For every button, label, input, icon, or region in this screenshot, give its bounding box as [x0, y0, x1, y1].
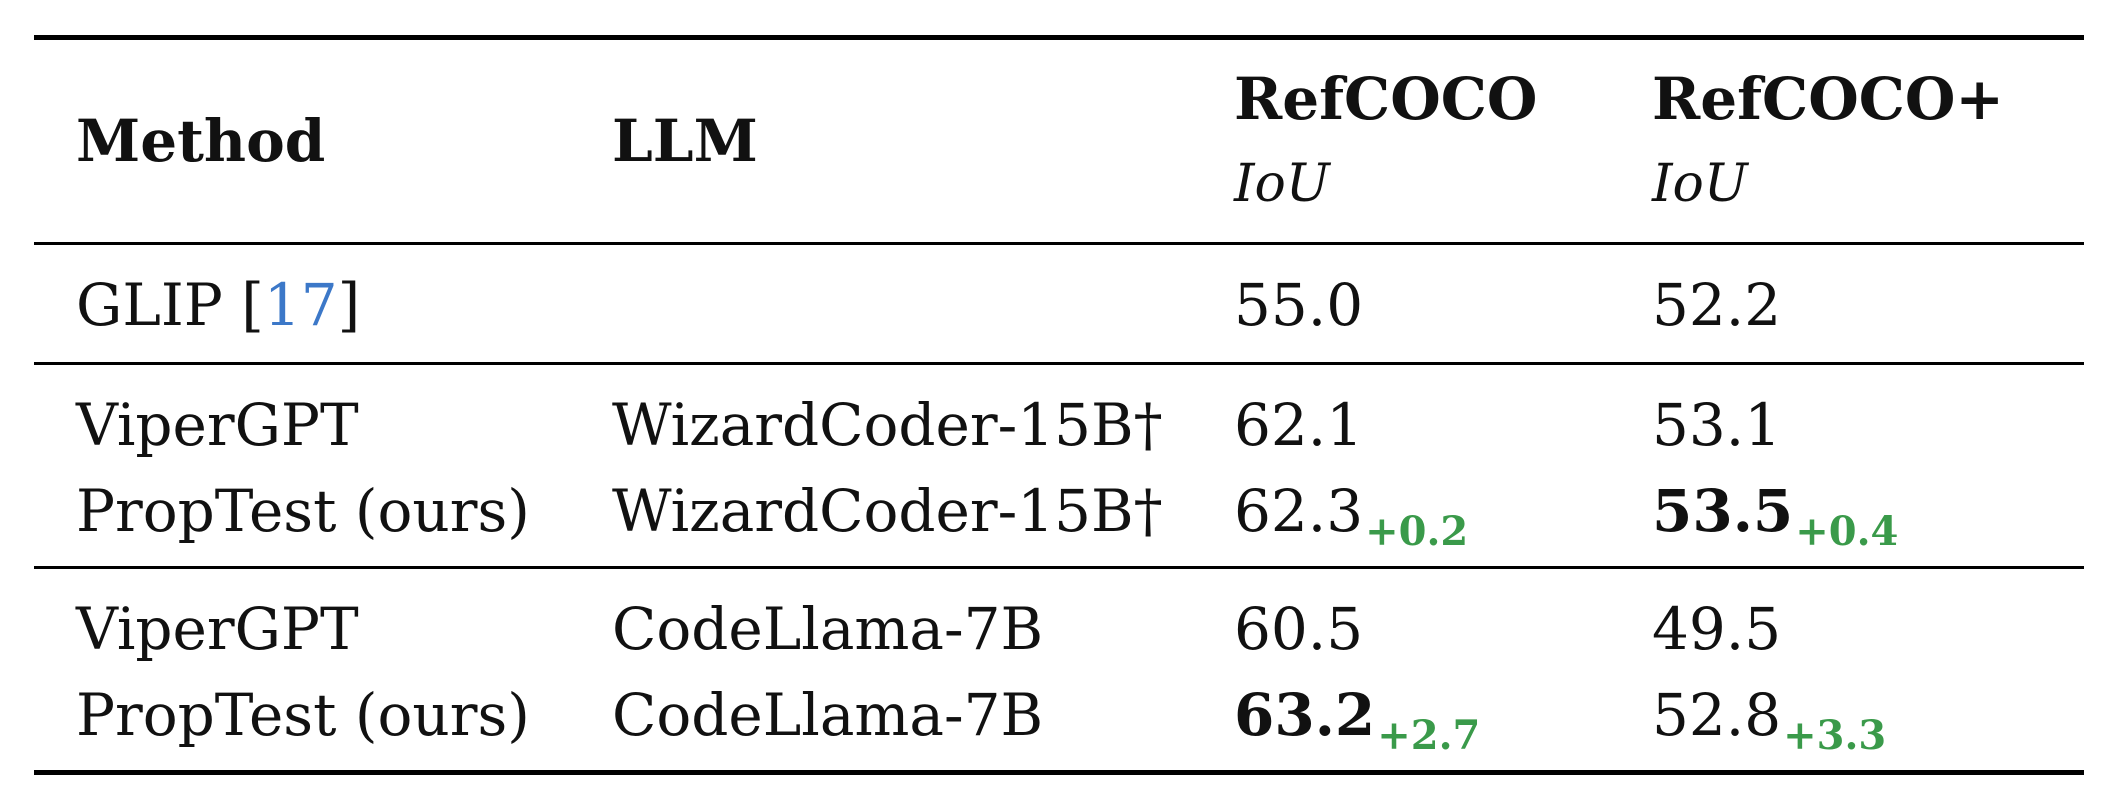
row-vipergpt-cl-llm: CodeLlama-7B — [612, 595, 1044, 663]
group-rule-1 — [34, 362, 2084, 365]
row-vipergpt-cl-refcoco: 60.5 — [1234, 595, 1364, 663]
citation-link[interactable]: 17 — [263, 271, 338, 339]
row-vipergpt-wiz-refcocoplus: 53.1 — [1652, 391, 1782, 459]
header-refcocoplus: RefCOCO+ — [1652, 65, 2005, 133]
bottom-rule — [34, 770, 2084, 775]
header-refcoco-metric: IoU — [1234, 154, 1330, 214]
row-vipergpt-wiz-llm: WizardCoder-15B† — [612, 391, 1163, 459]
score-delta: +2.7 — [1377, 712, 1481, 759]
row-vipergpt-wiz-method: ViperGPT — [76, 391, 359, 459]
score-value: 62.3 — [1234, 477, 1364, 545]
row-proptest-cl-llm: CodeLlama-7B — [612, 681, 1044, 749]
header-rule — [34, 242, 2084, 245]
row-vipergpt-wiz-refcoco: 62.1 — [1234, 391, 1364, 459]
header-llm: LLM — [612, 107, 758, 175]
score-delta: +0.4 — [1795, 508, 1899, 555]
group-rule-2 — [34, 566, 2084, 569]
header-method: Method — [76, 107, 326, 175]
row-proptest-cl-refcoco: 63.2+2.7 — [1234, 686, 1480, 756]
row-proptest-wiz-refcocoplus: 53.5+0.4 — [1652, 482, 1898, 552]
score-value: 52.8 — [1652, 681, 1782, 749]
row-proptest-cl-method: PropTest (ours) — [76, 681, 530, 749]
top-rule — [34, 35, 2084, 40]
row-vipergpt-cl-refcocoplus: 49.5 — [1652, 595, 1782, 663]
score-delta: +0.2 — [1365, 508, 1469, 555]
citation-bracket: ] — [337, 271, 361, 339]
row-glip-refcoco: 55.0 — [1234, 271, 1364, 339]
method-label: GLIP [ — [76, 271, 264, 339]
row-proptest-cl-refcocoplus: 52.8+3.3 — [1652, 686, 1886, 756]
row-glip-refcocoplus: 52.2 — [1652, 271, 1782, 339]
row-proptest-wiz-refcoco: 62.3+0.2 — [1234, 482, 1468, 552]
row-proptest-wiz-method: PropTest (ours) — [76, 477, 530, 545]
row-vipergpt-cl-method: ViperGPT — [76, 595, 359, 663]
header-refcocoplus-metric: IoU — [1652, 154, 1748, 214]
score-value-best: 53.5 — [1652, 477, 1794, 545]
header-refcoco: RefCOCO — [1234, 65, 1538, 133]
score-delta: +3.3 — [1783, 712, 1887, 759]
score-value-best: 63.2 — [1234, 681, 1376, 749]
row-proptest-wiz-llm: WizardCoder-15B† — [612, 477, 1163, 545]
row-glip-method: GLIP [17] — [76, 276, 360, 334]
